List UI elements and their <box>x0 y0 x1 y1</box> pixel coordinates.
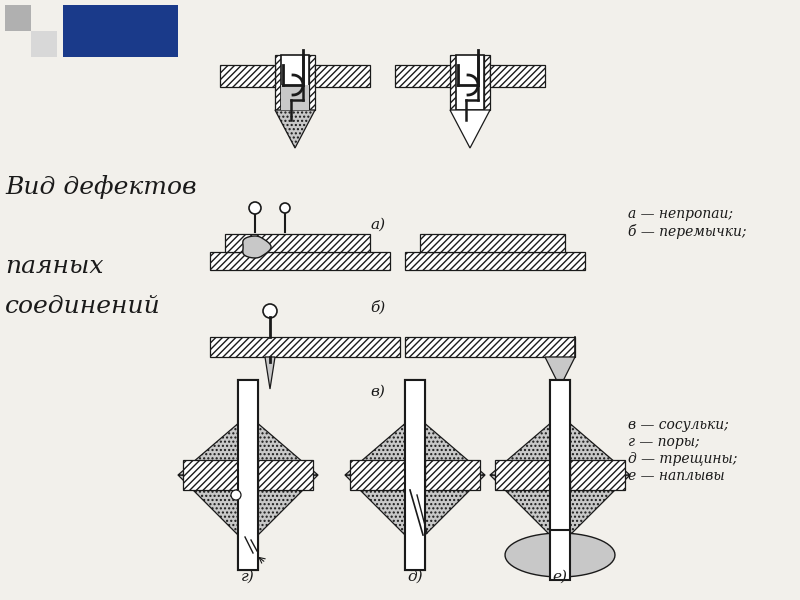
Bar <box>456 55 484 110</box>
Polygon shape <box>490 415 630 480</box>
Bar <box>210 337 400 357</box>
Text: паяных: паяных <box>5 255 103 278</box>
Bar <box>309 55 315 110</box>
Bar <box>425 460 480 490</box>
Bar <box>450 55 456 110</box>
Text: а — непропаи;: а — непропаи; <box>628 207 733 221</box>
Polygon shape <box>345 415 485 480</box>
Bar <box>490 65 545 87</box>
Bar <box>405 337 575 357</box>
Polygon shape <box>275 110 315 148</box>
Polygon shape <box>178 475 318 545</box>
Polygon shape <box>505 533 615 577</box>
Circle shape <box>263 304 277 318</box>
Text: в — сосульки;: в — сосульки; <box>628 418 729 432</box>
Bar <box>210 252 390 270</box>
Text: е — наплывы: е — наплывы <box>628 469 725 483</box>
Polygon shape <box>545 357 575 387</box>
Bar <box>281 55 309 110</box>
Text: соединений: соединений <box>5 295 161 318</box>
Bar <box>281 85 309 110</box>
Bar <box>258 460 313 490</box>
Text: г — поры;: г — поры; <box>628 435 700 449</box>
Text: б — перемычки;: б — перемычки; <box>628 224 746 239</box>
Circle shape <box>280 203 290 213</box>
Text: а): а) <box>370 218 386 232</box>
Bar <box>225 234 370 252</box>
Bar <box>220 65 275 87</box>
Bar <box>420 234 565 252</box>
Bar <box>31 31 57 57</box>
Bar <box>5 31 31 57</box>
Circle shape <box>249 202 261 214</box>
Bar <box>550 380 570 570</box>
Bar <box>405 380 425 570</box>
Bar <box>275 55 281 110</box>
Bar <box>550 380 570 570</box>
Bar <box>405 380 425 570</box>
Bar <box>5 5 31 31</box>
Text: е): е) <box>553 570 567 584</box>
Bar <box>495 460 550 490</box>
Text: в): в) <box>370 385 386 399</box>
Text: Вид дефектов: Вид дефектов <box>5 175 197 199</box>
Polygon shape <box>345 475 485 545</box>
Text: б): б) <box>370 300 386 314</box>
Bar <box>63 5 178 57</box>
Text: д): д) <box>407 570 423 584</box>
Bar <box>484 55 490 110</box>
Polygon shape <box>450 110 490 148</box>
Bar <box>238 380 258 570</box>
Bar <box>395 65 450 87</box>
Circle shape <box>231 490 241 500</box>
Polygon shape <box>490 475 630 545</box>
Bar <box>550 530 570 580</box>
Polygon shape <box>243 236 271 258</box>
Text: г): г) <box>241 570 255 584</box>
Bar <box>183 460 238 490</box>
Bar <box>570 460 625 490</box>
Bar <box>350 460 405 490</box>
Text: д — трещины;: д — трещины; <box>628 452 738 466</box>
Polygon shape <box>178 415 318 480</box>
Bar <box>31 5 57 31</box>
Bar <box>405 252 585 270</box>
Polygon shape <box>265 357 275 389</box>
Bar <box>238 380 258 570</box>
Bar <box>315 65 370 87</box>
